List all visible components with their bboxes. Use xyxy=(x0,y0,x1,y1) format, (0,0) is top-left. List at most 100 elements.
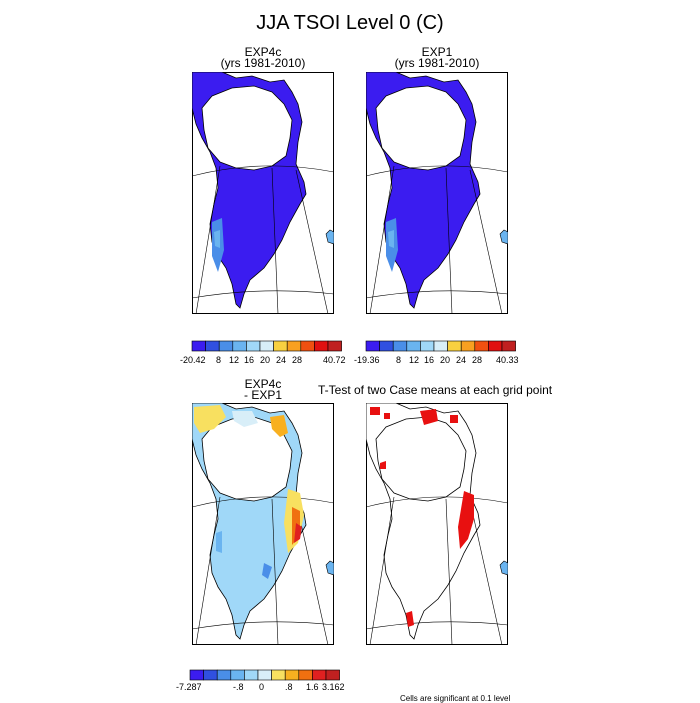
ttest-panel-title: T-Test of two Case means at each grid po… xyxy=(318,383,553,397)
colorbar-diff-box-7 xyxy=(284,669,300,681)
exp4c-gridline-3 xyxy=(271,167,279,314)
colorbar-exp4c-tick-16: 16 xyxy=(244,355,254,365)
diff-panel-title: EXP4c - EXP1 xyxy=(192,377,334,402)
colorbar-exp4c-tick-8: 8 xyxy=(216,355,221,365)
colorbar-exp4c-box-4 xyxy=(246,340,261,352)
ttest-sig-cells-east-coast xyxy=(458,491,474,549)
page-title: JJA TSOI Level 0 (C) xyxy=(256,12,444,34)
ttest-sig-cells-south xyxy=(406,611,414,627)
colorbar-exp1-box-7 xyxy=(460,340,476,352)
colorbar-diff-box-2 xyxy=(216,669,232,681)
exp4c-title-line1: EXP4c xyxy=(244,45,282,59)
map-diff xyxy=(192,403,334,645)
exp1-title-line1: EXP1 xyxy=(421,45,453,59)
colorbar-diff-box-1 xyxy=(203,669,218,681)
diff-south-cool-patch xyxy=(262,563,272,579)
exp1-sw-coast-warmest xyxy=(388,230,394,248)
exp4c-title-line2: (yrs 1981-2010) xyxy=(220,56,306,70)
diff-title-line2: - EXP1 xyxy=(243,388,282,402)
diff-nw-warm-patch xyxy=(194,405,226,433)
colorbar-exp4c-tick-24: 24 xyxy=(276,355,286,365)
exp1-gridline-0 xyxy=(366,165,508,177)
exp4c-island xyxy=(325,229,334,245)
exp4c-gridline-2 xyxy=(195,165,221,314)
ttest-gridline-0 xyxy=(366,496,508,508)
diff-island xyxy=(325,560,334,576)
colorbar-diff-tick-16: 1.6 xyxy=(306,682,319,692)
exp4c-sw-coast-warmest xyxy=(214,230,220,248)
exp1-gridline-4 xyxy=(469,169,503,314)
colorbar-diff-tick-08: .8 xyxy=(285,682,293,692)
exp4c-gridline-4 xyxy=(295,169,329,314)
colorbar-exp1: -19.36 8 12 16 20 24 28 40.33 xyxy=(354,340,519,365)
colorbar-diff-box-0 xyxy=(189,669,204,681)
colorbar-exp4c-min: -20.42 xyxy=(180,355,206,365)
colorbar-diff-box-9 xyxy=(312,669,327,681)
colorbar-exp4c-box-0 xyxy=(191,340,206,352)
colorbar-exp4c-box-1 xyxy=(205,340,220,352)
colorbar-diff-box-8 xyxy=(298,669,313,681)
ttest-sig-cells-west xyxy=(380,461,386,469)
colorbar-exp4c-max: 40.72 xyxy=(323,355,346,365)
colorbar-exp1-box-2 xyxy=(392,340,408,352)
colorbar-diff-tick-0: 0 xyxy=(259,682,264,692)
colorbar-exp4c-box-5 xyxy=(259,340,274,352)
colorbar-exp1-box-10 xyxy=(501,340,516,352)
colorbar-exp4c-tick-12: 12 xyxy=(229,355,239,365)
ttest-ice-sheet-interior xyxy=(375,416,467,502)
colorbar-diff-min: -7.287 xyxy=(176,682,202,692)
ttest-gridline-1 xyxy=(366,621,508,630)
colorbar-exp1-tick-20: 20 xyxy=(440,355,450,365)
colorbar-exp4c-tick-20: 20 xyxy=(260,355,270,365)
exp4c-ice-sheet-interior xyxy=(201,85,293,171)
exp1-panel-title: EXP1 (yrs 1981-2010) xyxy=(366,45,508,70)
colorbar-exp4c-box-10 xyxy=(327,340,342,352)
diff-west-cool-patch xyxy=(216,531,222,553)
colorbar-exp4c-box-6 xyxy=(273,340,288,352)
colorbar-exp1-tick-28: 28 xyxy=(472,355,482,365)
colorbar-exp1-min: -19.36 xyxy=(354,355,380,365)
colorbar-exp1-box-8 xyxy=(474,340,489,352)
diff-gridline-3 xyxy=(271,498,279,645)
colorbar-diff-max: 3.162 xyxy=(322,682,345,692)
colorbar-diff-box-10 xyxy=(325,669,340,681)
colorbar-exp1-tick-24: 24 xyxy=(456,355,466,365)
colorbar-exp1-tick-16: 16 xyxy=(424,355,434,365)
exp4c-panel-title: EXP4c (yrs 1981-2010) xyxy=(192,45,334,70)
diff-title-line1: EXP4c xyxy=(244,377,282,391)
ttest-gridline-3 xyxy=(445,498,453,645)
significance-footnote: Cells are significant at 0.1 level xyxy=(400,694,511,703)
colorbar-exp1-max: 40.33 xyxy=(496,355,519,365)
ttest-sig-cells-nw-2 xyxy=(384,413,390,419)
colorbar-exp1-box-1 xyxy=(379,340,394,352)
colorbar-diff-box-4 xyxy=(244,669,259,681)
ttest-sig-cells-nw-1 xyxy=(370,407,380,415)
colorbar-exp1-tick-12: 12 xyxy=(409,355,419,365)
exp1-title-line2: (yrs 1981-2010) xyxy=(394,56,480,70)
colorbar-diff-box-5 xyxy=(257,669,272,681)
diff-ne-warm-patch xyxy=(270,415,288,437)
exp1-gridline-3 xyxy=(445,167,453,314)
map-exp4c xyxy=(192,72,334,314)
exp4c-gridline-0 xyxy=(192,165,334,177)
diff-gridline-0 xyxy=(192,496,334,508)
colorbar-exp4c-box-9 xyxy=(314,340,329,352)
colorbar-exp4c-box-2 xyxy=(218,340,234,352)
colorbar-exp4c-box-7 xyxy=(286,340,302,352)
diff-gridline-2 xyxy=(195,496,221,645)
ttest-gridline-4 xyxy=(469,500,503,645)
colorbar-diff: -7.287 -.8 0 .8 1.6 3.162 xyxy=(176,669,345,692)
colorbar-diff-tick-neg08: -.8 xyxy=(233,682,244,692)
exp1-gridline-1 xyxy=(366,290,508,299)
colorbar-exp1-box-5 xyxy=(433,340,448,352)
colorbar-exp4c-box-8 xyxy=(300,340,315,352)
ttest-island xyxy=(499,560,508,576)
exp1-ice-sheet-interior xyxy=(375,85,467,171)
colorbar-exp1-tick-8: 8 xyxy=(396,355,401,365)
colorbar-diff-box-3 xyxy=(230,669,245,681)
colorbar-exp4c-tick-28: 28 xyxy=(292,355,302,365)
colorbar-diff-box-6 xyxy=(271,669,286,681)
colorbar-exp4c: -20.42 8 12 16 20 24 28 40.72 xyxy=(180,340,346,365)
colorbar-exp1-box-3 xyxy=(406,340,421,352)
exp1-island xyxy=(499,229,508,245)
